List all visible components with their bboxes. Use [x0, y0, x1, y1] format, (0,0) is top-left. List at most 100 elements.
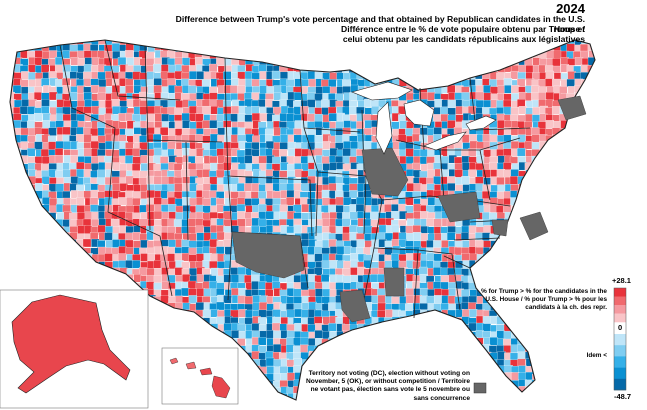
- county-cell: [426, 331, 436, 341]
- county-cell: [76, 246, 85, 255]
- county-cell: [510, 107, 520, 116]
- county-cell: [509, 233, 519, 242]
- county-cell: [461, 50, 470, 59]
- county-cell: [308, 58, 318, 67]
- county-cell: [462, 358, 471, 368]
- county-cell: [98, 281, 107, 291]
- county-cell: [90, 267, 99, 276]
- county-cell: [447, 351, 456, 360]
- legend-swatch-positive: [614, 313, 626, 323]
- county-cell: [545, 366, 555, 375]
- county-cell: [517, 246, 526, 255]
- county-cell: [405, 253, 415, 262]
- county-cell: [20, 261, 29, 270]
- county-cell: [1, 164, 9, 172]
- county-cell: [251, 373, 261, 383]
- county-cell: [154, 29, 162, 37]
- county-cell: [308, 51, 317, 61]
- county-cell: [426, 351, 435, 361]
- county-cell: [391, 296, 400, 305]
- county-cell: [412, 337, 422, 346]
- county-cell: [413, 78, 422, 87]
- county-cell: [461, 344, 470, 354]
- county-cell: [223, 44, 232, 53]
- county-cell: [468, 57, 477, 66]
- county-cell: [503, 43, 512, 52]
- county-cell: [567, 323, 576, 332]
- county-cell: [0, 213, 8, 221]
- county-cell: [391, 44, 401, 53]
- county-cell: [411, 65, 421, 74]
- county-cell: [467, 105, 477, 115]
- county-cell: [112, 282, 121, 291]
- county-cell: [567, 254, 576, 263]
- county-cell: [531, 198, 541, 208]
- county-cell: [385, 44, 394, 53]
- county-cell: [76, 268, 85, 277]
- county-cell: [489, 161, 498, 171]
- county-cell: [448, 50, 457, 59]
- county-cell: [454, 71, 463, 80]
- county-cell: [238, 50, 247, 59]
- county-cell: [153, 63, 162, 73]
- county-cell: [113, 31, 121, 39]
- county-cell: [237, 357, 247, 367]
- county-cell: [154, 268, 163, 277]
- county-cell: [167, 309, 176, 319]
- county-cell: [538, 92, 547, 101]
- county-cell: [203, 337, 212, 347]
- county-cell: [398, 352, 407, 361]
- county-cell: [307, 71, 317, 80]
- county-cell: [595, 331, 603, 339]
- county-cell: [210, 44, 219, 54]
- county-cell: [524, 393, 534, 400]
- county-cell: [97, 268, 107, 277]
- county-cell: [98, 29, 106, 37]
- county-cell: [42, 120, 51, 129]
- county-cell: [558, 211, 568, 220]
- county-cell: [356, 64, 366, 74]
- county-cell: [594, 127, 595, 136]
- county-cell: [174, 107, 183, 116]
- county-cell: [398, 336, 407, 346]
- county-cell: [481, 232, 491, 241]
- county-cell: [251, 351, 260, 360]
- county-cell: [406, 183, 415, 192]
- county-cell: [195, 338, 205, 347]
- county-cell: [251, 112, 261, 122]
- county-cell: [511, 211, 520, 220]
- county-cell: [567, 219, 576, 228]
- county-cell: [545, 233, 555, 242]
- county-cell: [343, 337, 352, 346]
- county-cell: [552, 310, 561, 320]
- county-cell: [321, 189, 331, 199]
- county-cell: [259, 378, 268, 388]
- county-cell: [272, 344, 282, 353]
- county-cell: [335, 135, 344, 144]
- county-cell: [594, 358, 595, 368]
- county-cell: [560, 219, 569, 228]
- county-cell: [594, 121, 595, 131]
- county-cell: [10, 238, 16, 248]
- county-cell: [377, 336, 386, 346]
- county-cell: [531, 316, 541, 325]
- county-cell: [454, 323, 463, 332]
- county-cell: [370, 345, 380, 354]
- county-cell: [553, 50, 562, 59]
- county-cell: [77, 252, 86, 262]
- county-cell: [357, 358, 366, 368]
- county-cell: [1, 192, 9, 200]
- county-cell: [55, 141, 64, 150]
- county-cell: [251, 385, 260, 395]
- county-cell: [580, 366, 589, 375]
- county-cell: [292, 345, 302, 354]
- county-cell: [10, 141, 15, 150]
- county-cell: [147, 30, 155, 38]
- county-cell: [147, 302, 156, 311]
- county-cell: [573, 366, 582, 375]
- county-cell: [244, 366, 254, 375]
- county-cell: [167, 323, 176, 332]
- county-cell: [518, 197, 527, 206]
- county-cell: [223, 85, 232, 94]
